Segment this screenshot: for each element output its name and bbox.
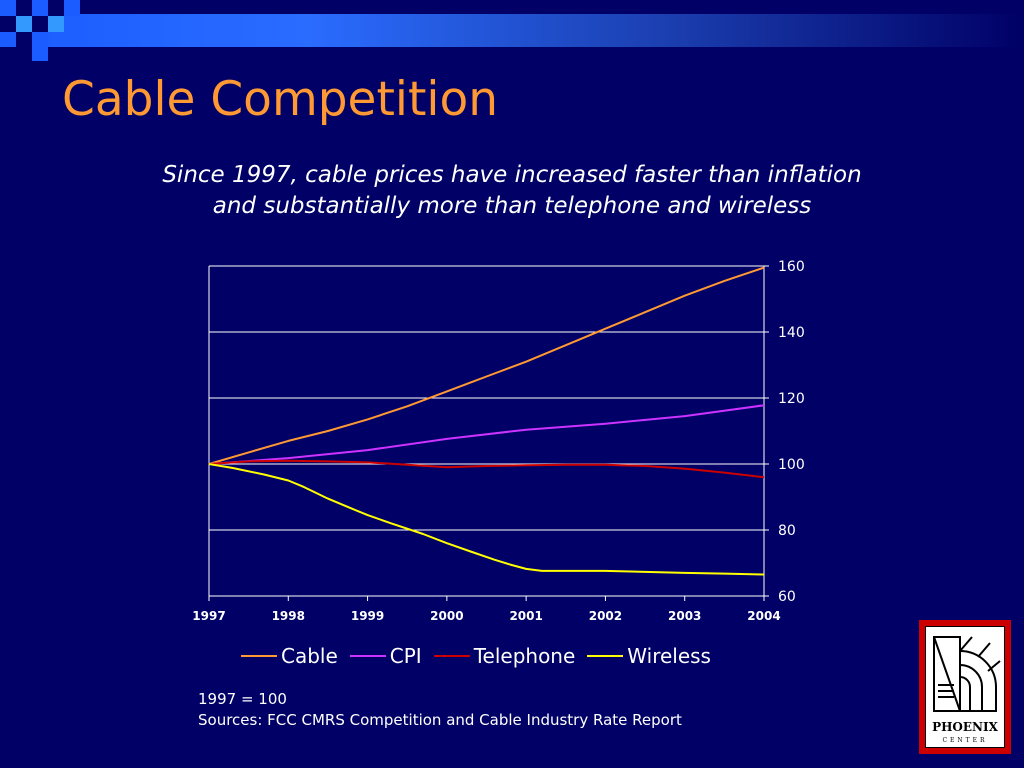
decor-square bbox=[16, 16, 32, 32]
x-tick-label: 2004 bbox=[747, 609, 780, 623]
x-tick-label: 2000 bbox=[430, 609, 463, 623]
x-tick-label: 1997 bbox=[192, 609, 225, 623]
chart-legend: Cable CPI Telephone Wireless bbox=[241, 644, 723, 668]
phoenix-center-logo: PHOENIX CENTER bbox=[919, 620, 1011, 754]
y-tick-label: 60 bbox=[778, 589, 796, 605]
legend-label: Telephone bbox=[473, 644, 576, 668]
decor-square bbox=[64, 0, 80, 16]
logo-name: PHOENIX bbox=[932, 720, 998, 734]
legend-label: CPI bbox=[389, 644, 422, 668]
decor-square bbox=[32, 45, 48, 61]
legend-item-cpi: CPI bbox=[349, 644, 422, 668]
decor-square bbox=[32, 32, 48, 48]
decor-square bbox=[16, 32, 32, 48]
y-tick-label: 80 bbox=[778, 523, 796, 539]
y-tick-label: 120 bbox=[778, 391, 805, 407]
tick-labels: 60 80 100 120 140 160 1997 1998 1999 2000 2001 2002… bbox=[192, 259, 804, 623]
series-line-wireless bbox=[208, 463, 765, 576]
slide-title: Cable Competition bbox=[62, 72, 498, 127]
subtitle-line-1: Since 1997, cable prices have increased … bbox=[162, 162, 862, 188]
series-line-cpi bbox=[208, 404, 765, 465]
legend-swatch bbox=[349, 655, 386, 657]
decor-square bbox=[32, 16, 48, 32]
x-tick-label: 1999 bbox=[351, 609, 384, 623]
decor-square bbox=[0, 0, 16, 16]
x-tick-label: 2002 bbox=[589, 609, 622, 623]
decor-square bbox=[32, 0, 48, 16]
legend-swatch bbox=[587, 655, 624, 657]
y-tick-label: 160 bbox=[778, 259, 805, 275]
footnote-base: 1997 = 100 bbox=[198, 690, 287, 708]
decor-square bbox=[48, 16, 64, 32]
series-lines bbox=[208, 266, 765, 576]
y-tick-label: 140 bbox=[778, 325, 805, 341]
series-line-telephone bbox=[208, 459, 765, 479]
y-tick-label: 100 bbox=[778, 457, 805, 473]
x-tick-label: 1998 bbox=[272, 609, 305, 623]
legend-item-wireless: Wireless bbox=[587, 644, 711, 668]
x-tick-label: 2003 bbox=[668, 609, 701, 623]
legend-item-telephone: Telephone bbox=[433, 644, 576, 668]
footnote-sources: Sources: FCC CMRS Competition and Cable … bbox=[198, 711, 682, 729]
logo-panel: PHOENIX CENTER bbox=[925, 626, 1005, 748]
decor-square bbox=[16, 0, 32, 16]
slide-subtitle: Since 1997, cable prices have increased … bbox=[0, 160, 1024, 222]
decor-square bbox=[48, 0, 64, 16]
phoenix-center-logo-icon bbox=[933, 636, 1001, 712]
legend-label: Wireless bbox=[627, 644, 711, 668]
header-bar bbox=[0, 14, 1024, 47]
x-tick-label: 2001 bbox=[509, 609, 542, 623]
axes bbox=[208, 265, 769, 601]
legend-item-cable: Cable bbox=[241, 644, 338, 668]
subtitle-line-2: and substantially more than telephone an… bbox=[212, 193, 812, 219]
decor-square bbox=[0, 16, 16, 32]
legend-swatch bbox=[433, 655, 470, 657]
series-line-cable bbox=[208, 266, 765, 465]
footnote: 1997 = 100 Sources: FCC CMRS Competition… bbox=[198, 689, 682, 731]
gridlines bbox=[209, 265, 764, 531]
legend-swatch bbox=[241, 655, 277, 657]
logo-subname: CENTER bbox=[942, 737, 988, 744]
legend-label: Cable bbox=[281, 644, 338, 668]
